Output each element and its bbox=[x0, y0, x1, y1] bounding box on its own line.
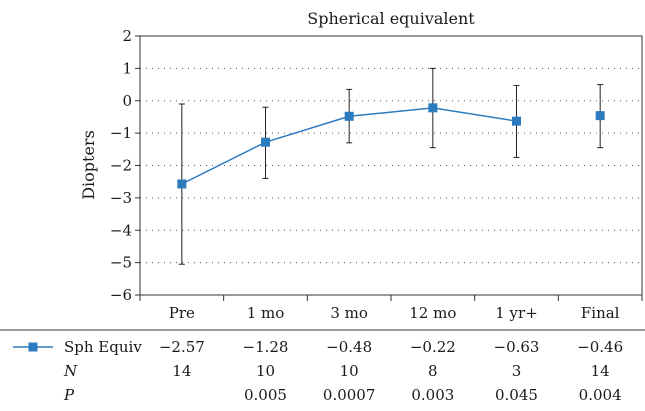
data-point bbox=[177, 179, 187, 189]
y-tick-label: 1 bbox=[122, 59, 132, 77]
table-cell: 8 bbox=[428, 362, 438, 380]
table-cell: −0.48 bbox=[326, 338, 373, 356]
table-row: Sph Equiv −2.57 −1.28 −0.48 −0.22 −0.63 −0.46 bbox=[0, 335, 645, 359]
y-tick-label: −2 bbox=[110, 157, 132, 175]
data-point bbox=[428, 103, 438, 113]
x-tick-label: 1 yr+ bbox=[495, 304, 538, 322]
table-cell: 3 bbox=[511, 362, 522, 380]
table-cell: 0.003 bbox=[411, 386, 455, 404]
x-tick-label: 12 mo bbox=[409, 304, 456, 322]
data-point bbox=[261, 137, 270, 147]
y-tick-label: −1 bbox=[110, 124, 132, 142]
table-cell: −0.63 bbox=[493, 338, 540, 356]
y-tick-label: 0 bbox=[122, 92, 132, 110]
data-point bbox=[344, 111, 354, 121]
x-tick-label: Pre bbox=[169, 304, 195, 322]
chart-title: Spherical equivalent bbox=[307, 9, 475, 28]
y-tick-label: −6 bbox=[110, 286, 132, 304]
x-tick-label: 1 mo bbox=[247, 304, 285, 322]
y-axis-label: Diopters bbox=[79, 130, 98, 200]
x-tick-labels: Pre 1 mo 3 mo 12 mo 1 yr+ Final bbox=[139, 295, 643, 322]
data-points bbox=[177, 103, 605, 189]
table-cell: 10 bbox=[255, 362, 276, 380]
table-cell: −0.22 bbox=[409, 338, 456, 356]
table-cell: 10 bbox=[339, 362, 359, 380]
table-row: N 14 10 10 8 3 14 bbox=[0, 359, 645, 383]
table-row-label: N bbox=[64, 362, 78, 380]
table-cell: 0.004 bbox=[578, 386, 622, 404]
table-row: P 0.005 0.0007 0.003 0.045 0.004 bbox=[0, 383, 645, 407]
y-tick-label: −5 bbox=[110, 254, 132, 272]
error-bars bbox=[178, 67, 604, 265]
y-tick-label: 2 bbox=[122, 27, 132, 45]
table-row-label: Sph Equiv bbox=[64, 338, 142, 356]
table-row-label: P bbox=[64, 386, 75, 404]
y-tick-label: −4 bbox=[110, 221, 132, 239]
table-cell: 14 bbox=[172, 362, 192, 380]
y-tick-labels: 2 1 0 −1 −2 −3 −4 −5 −6 bbox=[110, 27, 140, 304]
table-cell: 0.0007 bbox=[322, 386, 376, 404]
table-cell: 14 bbox=[590, 362, 610, 380]
table-cell: 0.045 bbox=[495, 386, 538, 404]
table-cell: −1.28 bbox=[242, 338, 289, 356]
gridlines bbox=[140, 67, 642, 264]
data-point bbox=[512, 116, 521, 126]
x-tick-label: Final bbox=[581, 304, 620, 322]
x-tick-label: 3 mo bbox=[330, 304, 368, 322]
table-cell: −0.46 bbox=[577, 338, 624, 356]
data-point bbox=[595, 111, 605, 121]
table-cell: 0.005 bbox=[244, 386, 287, 404]
table-cell: −2.57 bbox=[158, 338, 205, 356]
y-tick-label: −3 bbox=[110, 189, 132, 207]
legend-marker bbox=[13, 342, 53, 352]
